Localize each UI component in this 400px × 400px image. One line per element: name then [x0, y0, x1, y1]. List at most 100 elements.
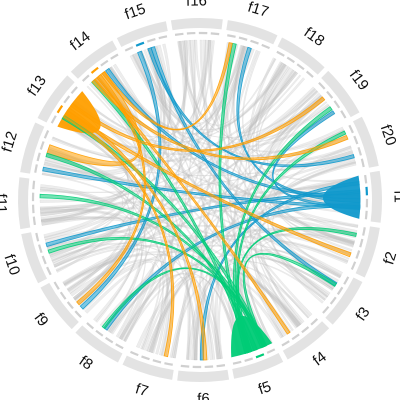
link-f16-f19 — [177, 41, 330, 141]
sector-label-f3: f3 — [352, 304, 373, 324]
sector-mark-f20 — [360, 158, 365, 168]
sector-track-f4 — [282, 321, 330, 360]
link-f1-f9 — [62, 176, 359, 286]
link-f16-f18 — [181, 40, 277, 126]
sector-mark-f15 — [135, 41, 145, 47]
link-f5-f14 — [91, 79, 253, 354]
link-f6-f7 — [142, 277, 191, 360]
sector-mark-f7 — [130, 350, 139, 357]
sector-mark-f18 — [286, 56, 295, 64]
sector-label-f10: f10 — [0, 252, 23, 277]
link-f9-f17 — [72, 44, 243, 300]
sector-label-f2: f2 — [380, 250, 400, 267]
link-f8-f9 — [84, 261, 154, 341]
sector-mark-f18 — [296, 63, 305, 71]
sector-mark-f11 — [32, 216, 36, 226]
sector-mark-f19 — [340, 110, 347, 119]
sector-track-f19 — [321, 70, 360, 118]
link-f2-f6 — [206, 232, 355, 361]
sector-mark-f9 — [66, 301, 74, 310]
sector-track-f2 — [355, 226, 380, 278]
sector-mark-f2 — [355, 250, 361, 259]
link-f5-f2 — [235, 226, 357, 354]
sector-mark-f5 — [255, 353, 265, 359]
sector-track-f11 — [17, 177, 31, 230]
link-f2-f20 — [276, 158, 356, 252]
sector-mark-f7 — [152, 359, 162, 364]
sector-label-f13: f13 — [24, 72, 50, 99]
link-f7-f20 — [146, 161, 357, 353]
sector-mark-f18 — [305, 70, 314, 78]
link-f1-f10 — [45, 189, 361, 248]
link-f7-f11 — [40, 184, 170, 356]
sector-mark-f13 — [63, 95, 71, 104]
sector-mark-f10 — [35, 232, 40, 242]
sector-mark-f10 — [38, 244, 43, 254]
sector-mark-f7 — [164, 362, 173, 366]
link-f7-f18 — [173, 69, 295, 359]
sector-mark-f14 — [90, 66, 99, 74]
sector-mark-f20 — [357, 146, 362, 156]
sector-label-f4: f4 — [310, 348, 330, 369]
sector-label-f7: f7 — [133, 380, 150, 400]
sector-mark-f15 — [124, 46, 134, 52]
sector-mark-f8 — [95, 329, 104, 337]
sector-mark-f2 — [359, 238, 364, 248]
link-f12-f15 — [43, 47, 163, 173]
link-f16-f20 — [193, 39, 346, 153]
sector-mark-f12 — [43, 130, 50, 139]
sector-tracks — [17, 17, 383, 383]
sector-mark-f9 — [53, 281, 60, 290]
sector-mark-f12 — [39, 141, 45, 150]
sector-mark-f4 — [301, 326, 310, 334]
sector-track-f13 — [37, 75, 75, 123]
sector-label-f15: f15 — [123, 0, 148, 23]
link-f9-f10 — [51, 238, 136, 311]
sector-mark-f17 — [227, 34, 236, 38]
sector-track-f12 — [20, 122, 45, 174]
sector-label-f19: f19 — [346, 67, 372, 94]
sector-track-f16 — [170, 17, 223, 31]
link-f4-f18 — [244, 62, 299, 328]
sector-mark-f13 — [50, 115, 57, 124]
link-f5-f17 — [227, 46, 273, 344]
sector-mark-f12 — [36, 152, 41, 162]
sector-track-f9 — [40, 282, 79, 330]
sector-track-f6 — [177, 369, 230, 383]
sector-track-f10 — [21, 232, 48, 284]
sector-mark-f6 — [180, 364, 190, 368]
link-f11-f12 — [39, 159, 122, 203]
sector-mark-f9 — [74, 310, 82, 319]
link-f17-f18 — [236, 49, 306, 134]
sector-mark-f17 — [250, 39, 259, 45]
sector-label-f1: f1 — [390, 190, 400, 203]
sector-label-f20: f20 — [377, 123, 400, 148]
sector-mark-f9 — [59, 291, 67, 300]
sector-mark-f19 — [333, 100, 341, 109]
sector-label-f12: f12 — [0, 129, 21, 154]
sector-mark-f10 — [46, 266, 52, 276]
link-f5-f20 — [236, 130, 347, 353]
link-f2-f11 — [40, 207, 359, 228]
link-f3-f10 — [54, 235, 341, 279]
link-f5-f10 — [47, 237, 265, 349]
sector-mark-f15 — [146, 38, 156, 43]
link-f11-f18 — [40, 74, 302, 211]
sector-mark-f2 — [362, 227, 366, 236]
link-f13-f6 — [66, 107, 208, 361]
link-f3-f8 — [123, 254, 334, 342]
sector-mark-f20 — [348, 124, 354, 134]
link-f6-f16 — [189, 39, 222, 360]
sector-mark-f8 — [115, 343, 124, 350]
sector-mark-f14 — [81, 74, 90, 82]
sector-mark-f4 — [291, 333, 300, 341]
link-f8-f10 — [44, 229, 138, 322]
sector-label-f6: f6 — [197, 390, 210, 400]
sector-label-f9: f9 — [31, 310, 52, 330]
sector-mark-f5 — [266, 348, 276, 354]
link-f2-f4 — [260, 240, 349, 324]
link-f2-f3 — [269, 228, 356, 298]
sector-track-f20 — [352, 116, 379, 168]
sector-track-f14 — [70, 40, 118, 79]
link-f7-f16 — [148, 39, 196, 353]
